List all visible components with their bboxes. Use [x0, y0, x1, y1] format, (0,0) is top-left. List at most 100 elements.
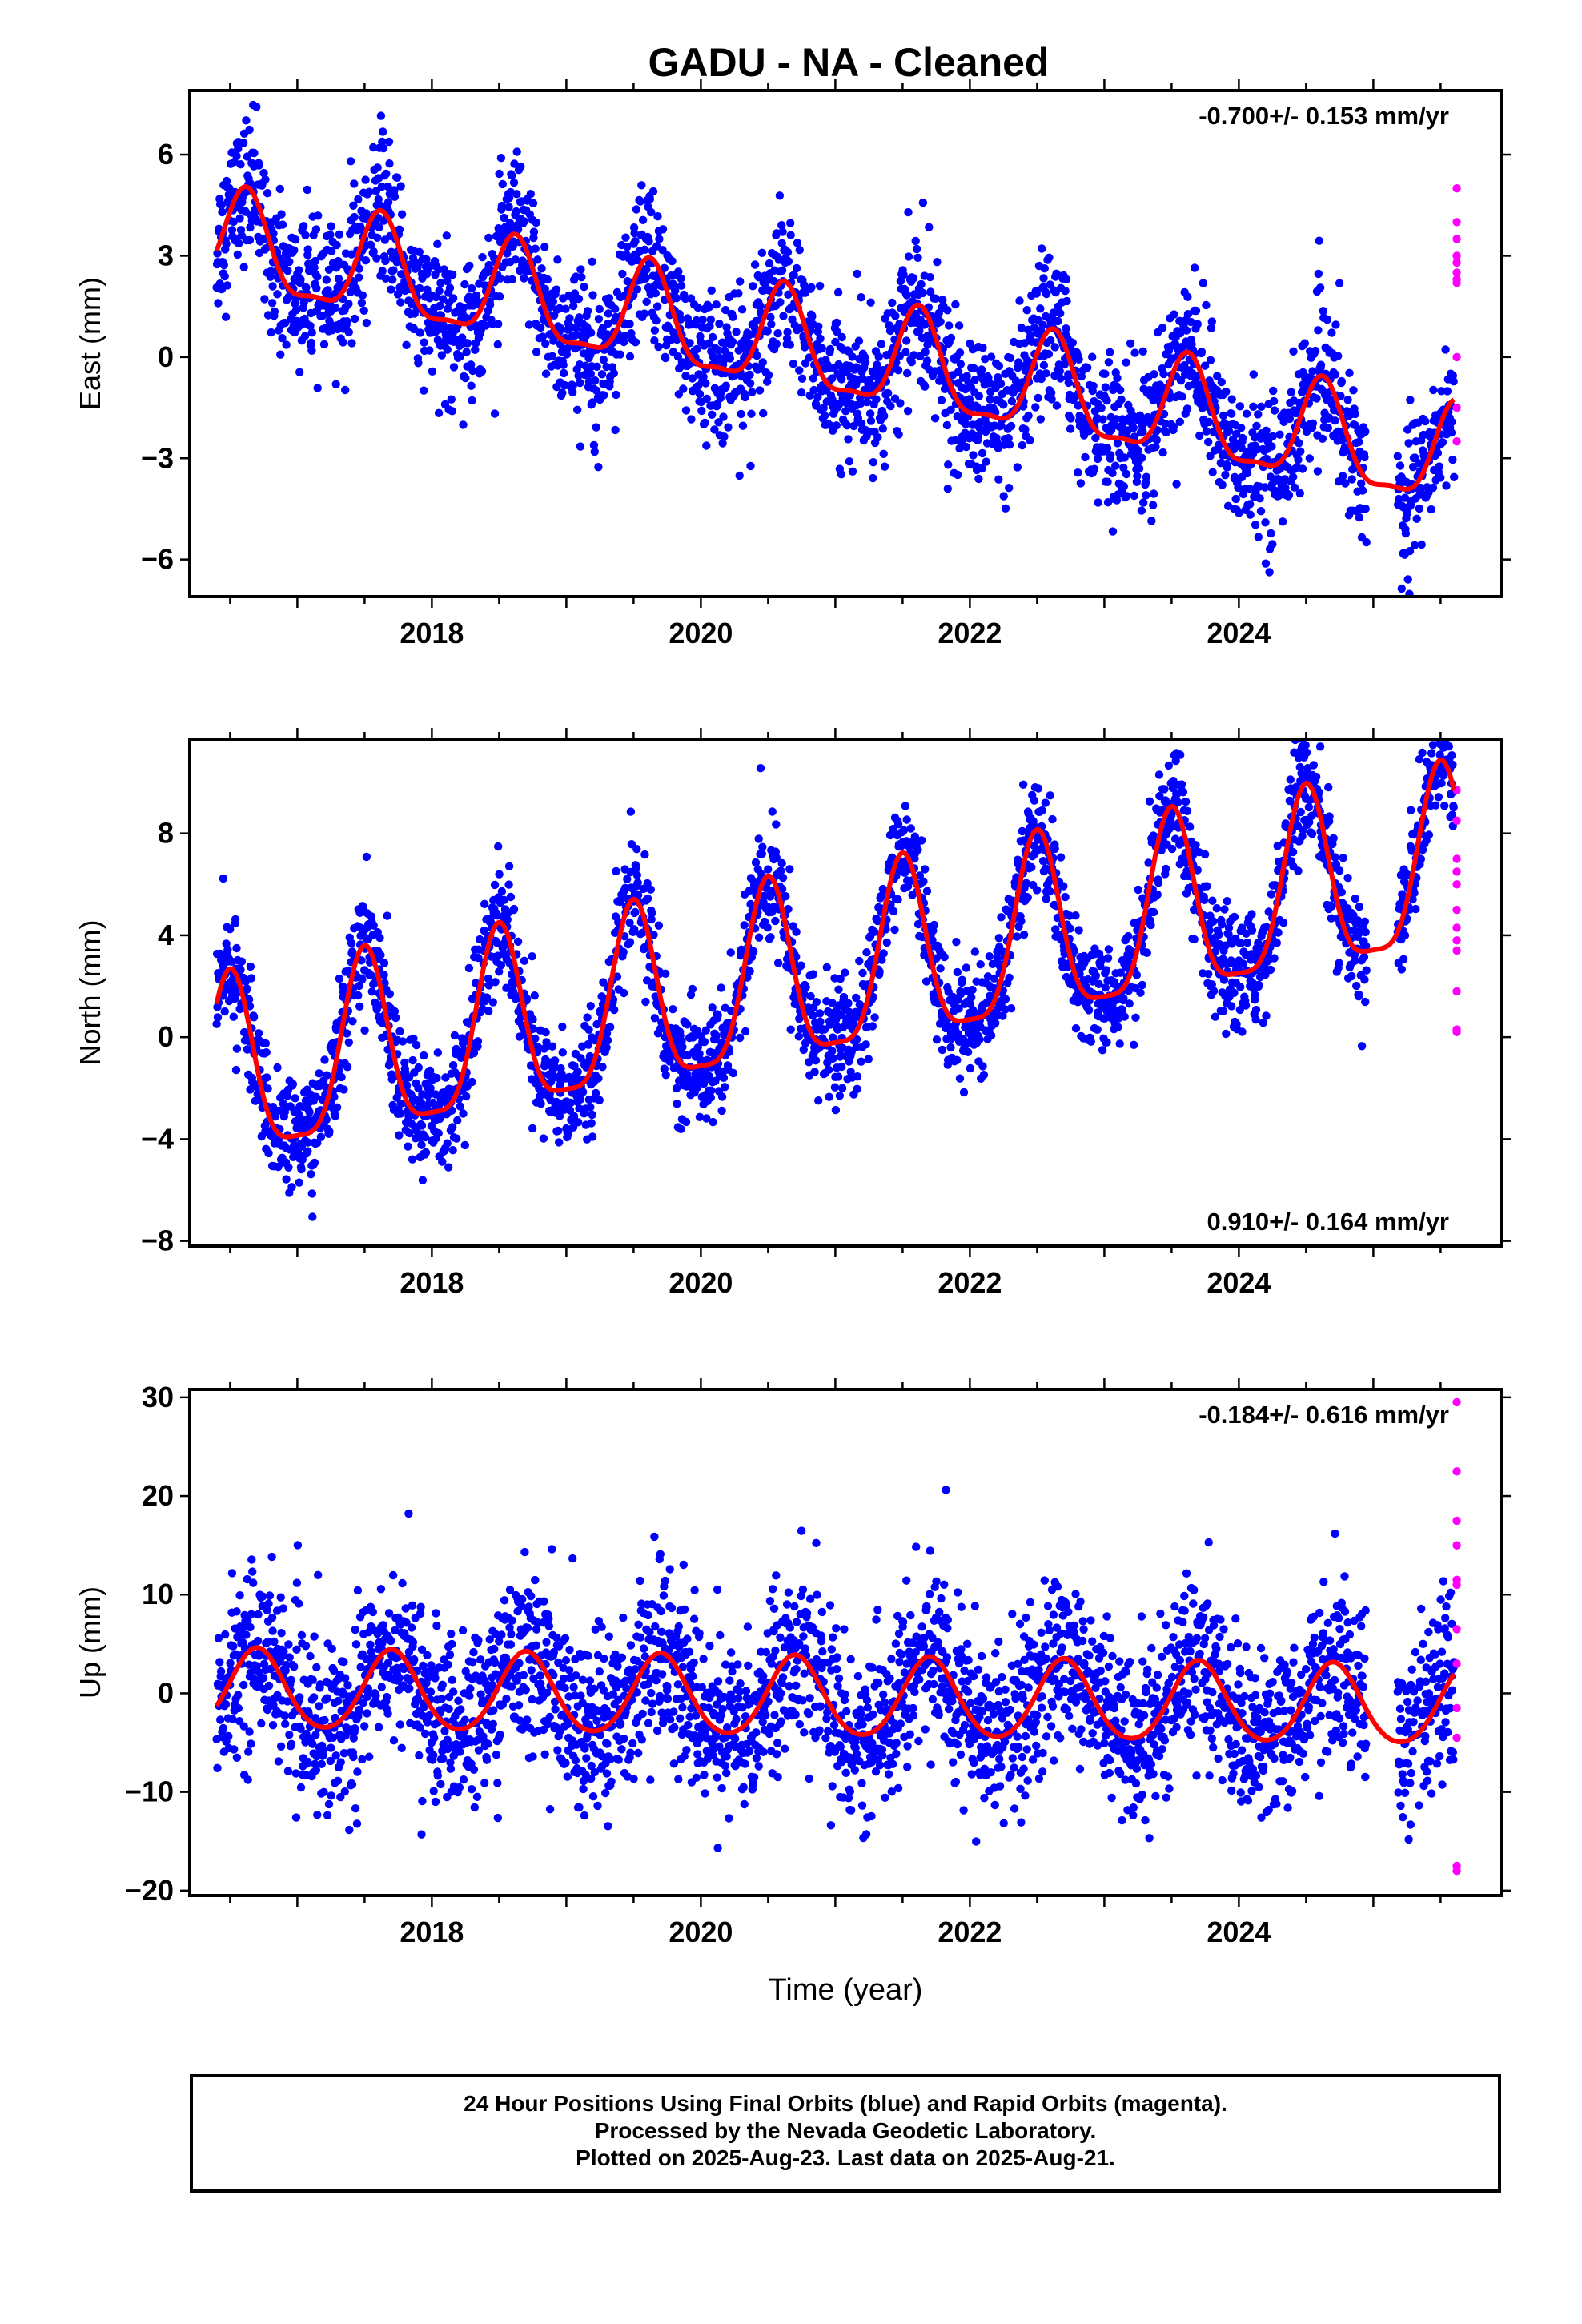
final-orbit-point [781, 892, 790, 901]
final-orbit-point [1441, 345, 1450, 354]
final-orbit-point [658, 246, 667, 255]
final-orbit-point [599, 356, 608, 364]
final-orbit-point [531, 244, 540, 253]
final-orbit-point [331, 303, 339, 312]
final-orbit-point [1039, 274, 1048, 283]
final-orbit-point [384, 137, 394, 147]
final-orbit-point [1052, 269, 1061, 278]
final-orbit-point [597, 370, 607, 379]
final-orbit-point [467, 381, 476, 390]
final-orbit-point [683, 1020, 692, 1029]
final-orbit-point [1442, 481, 1451, 490]
final-orbit-point [1113, 373, 1122, 383]
final-orbit-point [1400, 493, 1410, 502]
final-orbit-point [772, 853, 781, 862]
final-orbit-point [773, 959, 783, 967]
final-orbit-point [990, 974, 999, 983]
final-orbit-point [825, 344, 835, 354]
final-orbit-point [1120, 453, 1129, 462]
final-orbit-point [422, 255, 431, 264]
final-orbit-point [766, 933, 775, 942]
final-orbit-point [261, 1039, 270, 1048]
final-orbit-point [553, 255, 562, 264]
final-orbit-point [560, 380, 569, 390]
final-orbit-point [713, 346, 723, 355]
final-orbit-point [858, 968, 867, 978]
final-orbit-point [745, 370, 754, 380]
final-orbit-point [926, 287, 935, 296]
final-orbit-point [1204, 437, 1213, 447]
final-orbit-point [777, 858, 786, 868]
final-orbit-point [462, 348, 471, 356]
final-orbit-point [344, 328, 353, 336]
final-orbit-point [1260, 483, 1270, 492]
final-orbit-point [322, 1115, 331, 1124]
final-orbit-point [954, 368, 963, 376]
final-orbit-point [344, 1038, 353, 1047]
final-orbit-point [335, 230, 344, 239]
final-orbit-point [689, 1033, 697, 1042]
final-orbit-point [354, 991, 363, 1000]
final-orbit-point [649, 931, 658, 939]
final-orbit-point [612, 390, 620, 400]
final-orbit-point [221, 312, 231, 321]
final-orbit-point [1429, 385, 1438, 395]
final-orbit-point [937, 396, 946, 404]
final-orbit-point [777, 884, 787, 894]
final-orbit-point [807, 283, 816, 292]
final-orbit-point [632, 285, 641, 294]
final-orbit-point [573, 1068, 582, 1076]
final-orbit-point [343, 1063, 352, 1072]
final-orbit-point [588, 1110, 596, 1120]
final-orbit-point [379, 127, 387, 136]
final-orbit-point [729, 312, 737, 321]
final-orbit-point [877, 340, 886, 348]
final-orbit-point [873, 360, 881, 369]
final-orbit-point [335, 974, 344, 983]
final-orbit-point [1038, 806, 1046, 815]
final-orbit-point [469, 1048, 479, 1058]
final-orbit-point [795, 366, 804, 375]
final-orbit-point [976, 960, 985, 969]
final-orbit-point [775, 191, 785, 200]
final-orbit-point [420, 386, 428, 395]
final-orbit-point [810, 1068, 819, 1076]
final-orbit-point [263, 1073, 271, 1082]
final-orbit-point [725, 354, 734, 363]
final-orbit-point [652, 316, 661, 325]
final-orbit-point [484, 981, 493, 990]
final-orbit-point [323, 1071, 331, 1080]
final-orbit-point [930, 414, 940, 423]
final-orbit-point [677, 274, 685, 283]
final-orbit-point [999, 492, 1008, 501]
final-orbit-point [295, 1178, 303, 1187]
final-orbit-point [815, 1009, 825, 1018]
final-orbit-point [541, 339, 550, 348]
final-orbit-point [303, 1147, 312, 1156]
final-orbit-point [783, 247, 793, 257]
final-orbit-point [273, 1063, 282, 1072]
final-orbit-point [1133, 472, 1142, 480]
final-orbit-point [504, 203, 513, 211]
final-orbit-point [1032, 289, 1041, 298]
final-orbit-point [903, 368, 912, 378]
final-orbit-point [303, 245, 312, 254]
final-orbit-point [558, 388, 567, 397]
final-orbit-point [532, 218, 540, 227]
final-orbit-point [877, 955, 886, 964]
final-orbit-point [400, 1058, 409, 1068]
final-orbit-point [1150, 370, 1158, 379]
final-orbit-point [828, 374, 837, 383]
final-orbit-point [764, 865, 773, 874]
final-orbit-point [1269, 386, 1278, 396]
final-orbit-point [842, 421, 852, 430]
final-orbit-point [541, 369, 551, 378]
final-orbit-point [1042, 369, 1050, 378]
final-orbit-point [460, 279, 469, 289]
final-orbit-point [913, 253, 922, 262]
final-orbit-point [917, 836, 926, 845]
final-orbit-point [281, 319, 290, 328]
final-orbit-point [1327, 328, 1336, 337]
final-orbit-point [1056, 374, 1065, 383]
final-orbit-point [813, 392, 822, 402]
